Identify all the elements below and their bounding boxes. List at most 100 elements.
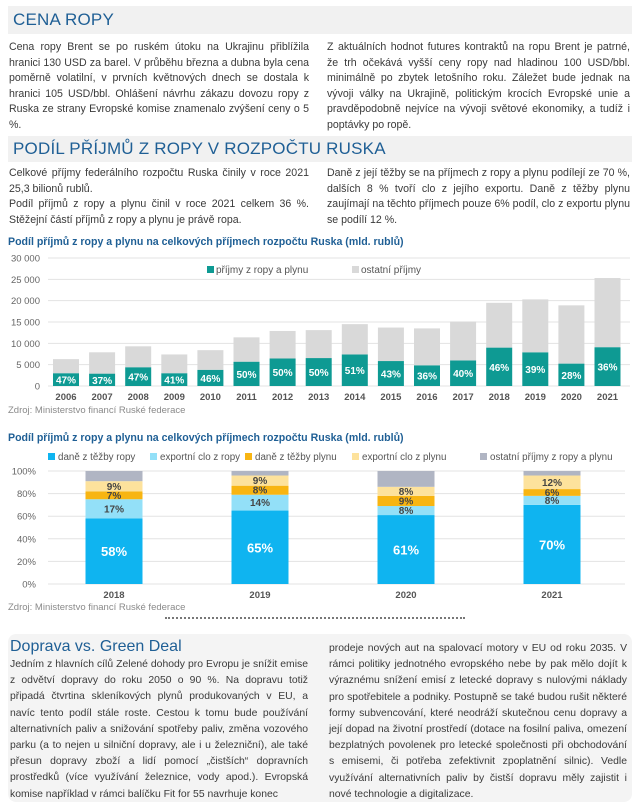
- bar-other: [486, 302, 513, 348]
- data-label: 50%: [309, 368, 329, 379]
- bar-oil-gas: [450, 360, 477, 386]
- bar-oil-gas: [197, 369, 224, 386]
- legend-label: exportní clo z plynu: [362, 452, 446, 463]
- legend-label: ostatní příjmy: [361, 265, 421, 276]
- bar-other: [161, 354, 188, 374]
- x-tick-label: 2019: [249, 590, 270, 601]
- paragraph: Celkové příjmy federálního rozpočtu Rusk…: [9, 166, 309, 228]
- bar-oil-gas: [233, 361, 260, 386]
- bar-segment: [231, 475, 289, 486]
- paragraph-line: Podíl příjmů z ropy a plynu činil v roce…: [9, 198, 309, 226]
- data-label: 9%: [399, 496, 414, 507]
- x-tick-label: 2019: [525, 392, 546, 403]
- bar-oil-gas: [269, 358, 296, 386]
- x-tick-label: 2011: [236, 392, 257, 403]
- bar-other: [305, 330, 332, 359]
- bar-segment: [377, 495, 435, 507]
- section-title: Doprava vs. Green Deal: [10, 638, 182, 655]
- paragraph: Jedním z hlavních cílů Zelené dohody pro…: [10, 659, 308, 800]
- bar-oil-gas: [486, 347, 513, 386]
- legend-label: daně z těžby plynu: [255, 452, 337, 463]
- data-label: 9%: [253, 476, 268, 487]
- x-tick-label: 2009: [164, 392, 185, 403]
- bar-segment: [377, 471, 435, 487]
- x-tick-label: 2014: [344, 392, 366, 403]
- paragraph: Daně z její těžby se na příjmech z ropy …: [327, 167, 630, 226]
- bar-oil-gas: [377, 361, 404, 386]
- bar-segment: [523, 495, 581, 505]
- data-label: 58%: [101, 544, 127, 559]
- paragraph-line: Celkové příjmy federálního rozpočtu Rusk…: [9, 167, 309, 195]
- bar-other: [269, 330, 296, 359]
- data-label: 8%: [545, 496, 560, 507]
- y-tick-label: 20%: [17, 557, 37, 568]
- y-tick-label: 10 000: [11, 339, 40, 350]
- legend-swatch: [150, 453, 157, 460]
- paragraph: Cena ropy Brent se po ruském útoku na Uk…: [9, 41, 309, 131]
- legend-label: exportní clo z ropy: [160, 452, 240, 463]
- x-tick-label: 2021: [541, 590, 563, 601]
- section-header-podil: [8, 136, 632, 162]
- bar-segment: [377, 506, 435, 516]
- section-title: CENA ROPY: [13, 10, 114, 29]
- data-label: 43%: [381, 370, 401, 381]
- bar-segment: [523, 504, 581, 584]
- data-label: 14%: [250, 498, 270, 509]
- data-label: 47%: [56, 376, 76, 387]
- y-tick-label: 30 000: [11, 254, 40, 265]
- data-label: 17%: [104, 504, 124, 515]
- bar-other: [414, 328, 440, 366]
- bar-oil-gas: [89, 373, 116, 386]
- bar-other: [450, 321, 477, 361]
- chart-source: Zdroj: Ministerstvo financí Ruské federa…: [8, 405, 186, 416]
- bar-oil-gas: [414, 365, 440, 386]
- legend-label: příjmy z ropy a plynu: [216, 265, 308, 276]
- bar-segment: [523, 471, 581, 476]
- x-tick-label: 2020: [561, 392, 582, 403]
- bar-oil-gas: [305, 358, 332, 386]
- chart-title: Podíl příjmů z ropy a plynu na celkových…: [8, 236, 404, 248]
- data-label: 12%: [542, 478, 562, 489]
- legend-swatch: [245, 453, 252, 460]
- y-tick-label: 0: [35, 382, 40, 393]
- bar-other: [233, 337, 260, 362]
- bar-segment: [85, 499, 143, 519]
- oil-gas-structure-chart: 0%20%40%60%80%100%58%17%7%9%201865%14%8%…: [12, 452, 625, 601]
- data-label: 40%: [453, 369, 473, 380]
- data-label: 70%: [539, 537, 565, 552]
- x-tick-label: 2010: [200, 392, 221, 403]
- chart-title: Podíl příjmů z ropy a plynu na celkových…: [8, 432, 404, 444]
- x-tick-label: 2013: [308, 392, 329, 403]
- data-label: 37%: [92, 376, 112, 387]
- bar-other: [341, 324, 368, 355]
- bar-segment: [85, 491, 143, 500]
- bar-other: [53, 359, 79, 374]
- chart-source: Zdroj: Ministerstvo financí Ruské federa…: [8, 602, 186, 613]
- data-label: 36%: [417, 372, 437, 383]
- bar-oil-gas: [161, 373, 188, 386]
- bar-segment: [377, 486, 435, 496]
- bar-segment: [523, 489, 581, 496]
- legend-swatch: [352, 266, 359, 273]
- x-tick-label: 2007: [92, 392, 113, 403]
- data-label: 7%: [107, 491, 122, 502]
- data-label: 8%: [399, 487, 414, 498]
- bar-other: [89, 352, 116, 374]
- x-tick-label: 2021: [597, 392, 619, 403]
- legend-swatch: [207, 266, 214, 273]
- bar-oil-gas: [522, 352, 549, 386]
- bar-oil-gas: [53, 373, 79, 386]
- data-label: 46%: [489, 363, 509, 374]
- bar-other: [377, 327, 404, 362]
- bar-oil-gas: [594, 347, 621, 386]
- y-tick-label: 25 000: [11, 275, 40, 286]
- data-label: 61%: [393, 543, 419, 558]
- bar-other: [125, 346, 152, 368]
- y-tick-label: 60%: [17, 512, 37, 523]
- bar-segment: [231, 494, 289, 511]
- bar-oil-gas: [558, 363, 585, 386]
- data-label: 46%: [200, 374, 220, 385]
- bar-segment: [85, 471, 143, 482]
- legend-swatch: [480, 453, 487, 460]
- data-label: 9%: [107, 482, 122, 493]
